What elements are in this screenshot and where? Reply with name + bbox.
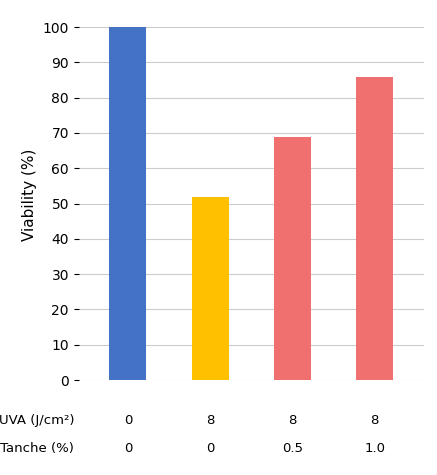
Text: 8: 8	[288, 414, 297, 427]
Text: 0: 0	[124, 442, 132, 456]
Bar	[356, 76, 393, 380]
Text: 1.0: 1.0	[364, 442, 385, 456]
Text: ProActive® Tanche (%): ProActive® Tanche (%)	[0, 442, 74, 456]
Text: 8: 8	[206, 414, 215, 427]
Text: 0.5: 0.5	[282, 442, 303, 456]
Text: UVA (J/cm²): UVA (J/cm²)	[0, 414, 74, 427]
Text: 0: 0	[206, 442, 215, 456]
Y-axis label: Viability (%): Viability (%)	[22, 149, 37, 241]
Bar	[192, 197, 229, 380]
Bar	[274, 136, 311, 380]
Text: 0: 0	[124, 414, 132, 427]
Bar	[110, 27, 146, 380]
Text: 8: 8	[371, 414, 379, 427]
